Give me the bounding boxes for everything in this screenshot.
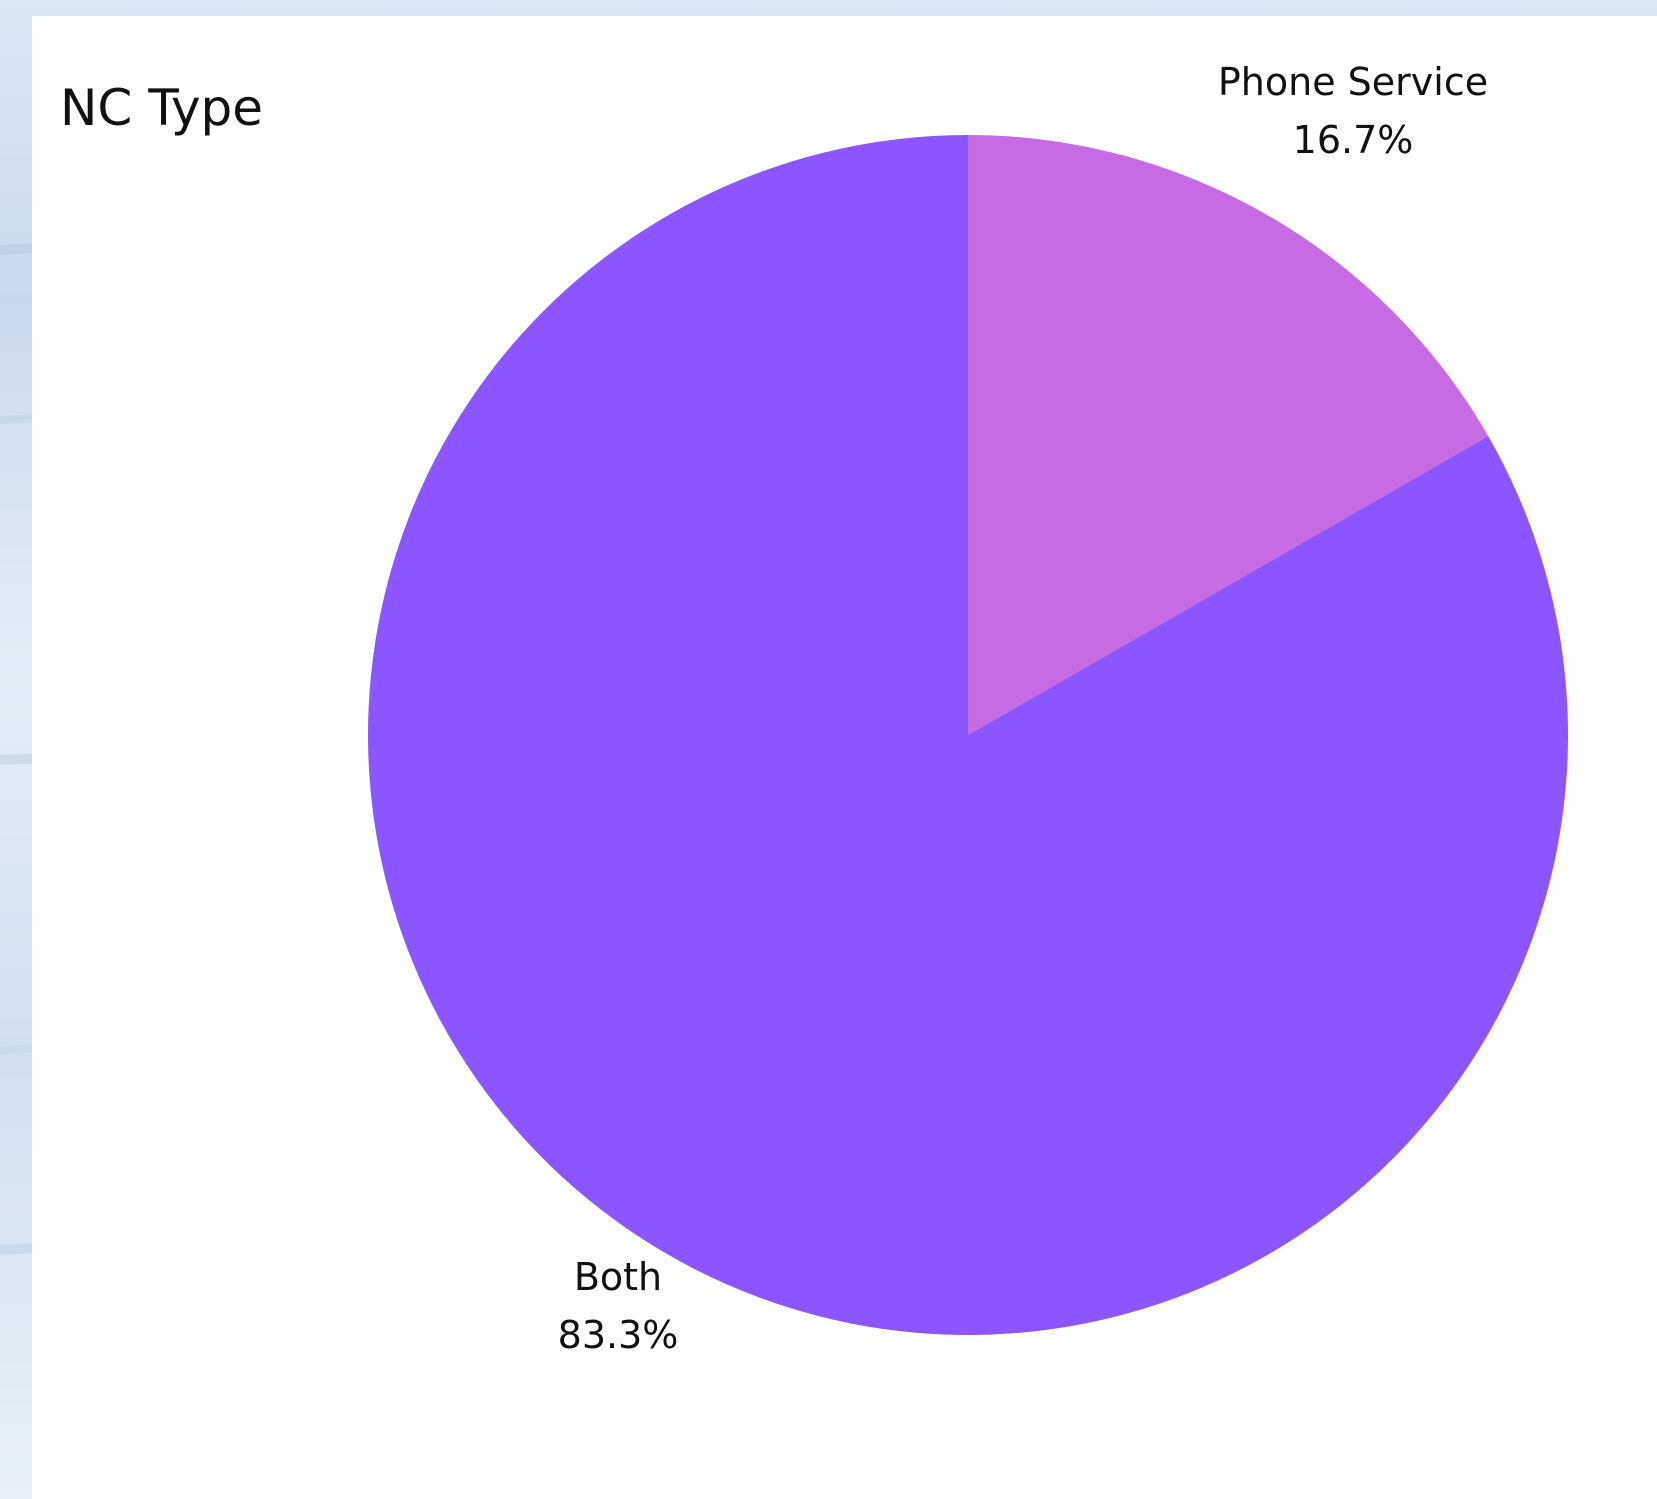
pie-slices [368, 135, 1569, 1335]
slice-label-phone-service: Phone Service [1218, 60, 1488, 104]
pie-chart: Phone Service 16.7% Both 83.3% [368, 60, 1569, 1357]
chart-title: NC Type [60, 79, 264, 137]
slice-percent-both: 83.3% [558, 1313, 679, 1357]
slice-percent-phone-service: 16.7% [1293, 118, 1414, 162]
pie-slice-phone-service [968, 135, 1489, 735]
pie-slice-both [368, 135, 1569, 1335]
slice-label-both: Both [574, 1255, 662, 1299]
chart-panel: NC Type Phone Service 16.7% Both 83.3% [32, 16, 1657, 1499]
pie-labels: Phone Service 16.7% Both 83.3% [558, 60, 1488, 1357]
